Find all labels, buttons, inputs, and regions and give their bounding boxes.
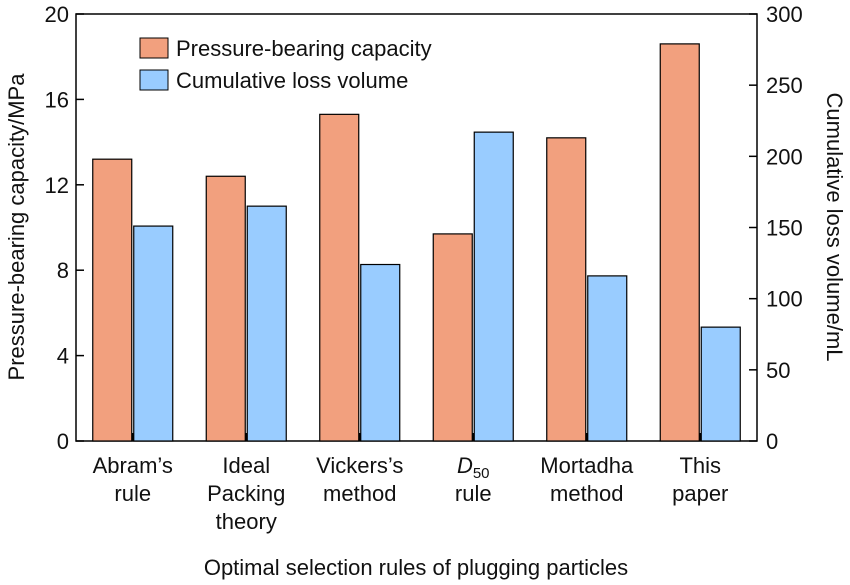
bar-loss-0: [133, 225, 174, 442]
legend-swatch-pressure: [139, 37, 169, 59]
right-tick-label-0: 0: [766, 429, 778, 454]
left-tick-label-5: 20: [45, 2, 69, 27]
bar-loss-4: [587, 275, 628, 442]
right-tick-label-2: 100: [766, 287, 803, 312]
left-tick-label-1: 4: [57, 344, 69, 369]
right-tick-label-5: 250: [766, 73, 803, 98]
bar-loss-5: [700, 326, 741, 442]
x-tick-label-1-2: theory: [216, 509, 277, 534]
bar-pressure-5: [659, 43, 700, 442]
legend-swatch-loss: [139, 69, 169, 91]
x-tick-label-1-1: Packing: [207, 481, 285, 506]
bar-loss-3: [473, 131, 514, 442]
x-tick-label-3-1: rule: [455, 481, 492, 506]
bar-pressure-2: [319, 113, 360, 442]
left-tick-label-0: 0: [57, 429, 69, 454]
bar-pressure-3: [432, 233, 473, 442]
left-tick-label-3: 12: [45, 173, 69, 198]
right-axis-ticks: 0 50 100 150 200 250 300: [749, 2, 803, 454]
y-axis-title-left: Pressure-bearing capacity/MPa: [4, 73, 29, 381]
left-tick-label-2: 8: [57, 258, 69, 283]
x-tick-label-3-0: D50: [457, 453, 490, 482]
x-tick-label-0-0: Abram’s: [93, 453, 173, 478]
legend: Pressure-bearing capacity Cumulative los…: [139, 36, 432, 93]
x-tick-label-4-0: Mortadha: [540, 453, 634, 478]
left-axis-ticks: 0 4 8 12 16 20: [45, 2, 84, 454]
x-axis-title: Optimal selection rules of plugging part…: [204, 555, 628, 580]
bar-pressure-0: [92, 158, 133, 442]
legend-label-pressure: Pressure-bearing capacity: [176, 36, 432, 61]
bar-pressure-4: [546, 137, 587, 442]
right-tick-label-4: 200: [766, 144, 803, 169]
bar-loss-1: [246, 205, 287, 442]
right-tick-label-3: 150: [766, 216, 803, 241]
x-tick-label-2-0: Vickers’s: [316, 453, 403, 478]
x-tick-label-5-0: This: [679, 453, 721, 478]
bars-layer: [92, 43, 741, 442]
right-tick-label-1: 50: [766, 358, 790, 383]
x-tick-label-5-1: paper: [672, 481, 728, 506]
x-tick-label-1-0: Ideal: [222, 453, 270, 478]
x-tick-label-0-1: rule: [114, 481, 151, 506]
bar-loss-2: [360, 263, 401, 442]
left-tick-label-4: 16: [45, 87, 69, 112]
x-tick-label-4-1: method: [550, 481, 623, 506]
x-axis-category-labels: Abram’s rule Ideal Packing theory Vickers’s me…: [93, 433, 728, 534]
legend-label-loss: Cumulative loss volume: [176, 68, 408, 93]
right-tick-label-6: 300: [766, 2, 803, 27]
y-axis-title-right: Cumulative loss volume/mL: [822, 93, 847, 362]
bar-pressure-1: [205, 175, 246, 442]
x-tick-label-2-1: method: [323, 481, 396, 506]
